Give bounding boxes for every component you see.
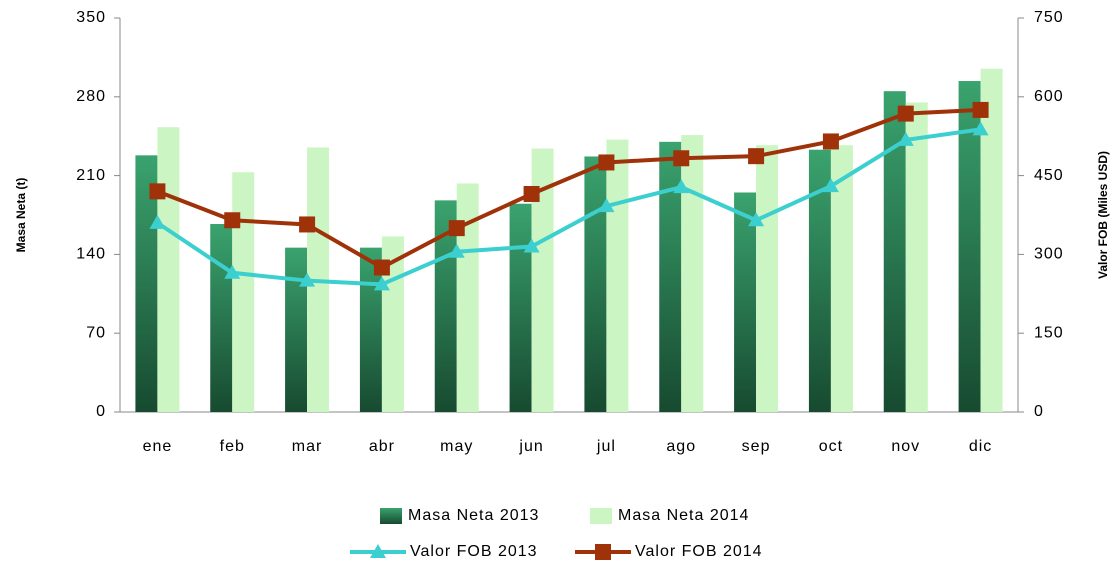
marker	[822, 178, 839, 193]
x-tick-label: oct	[819, 438, 843, 455]
marker	[448, 220, 465, 237]
marker	[373, 259, 390, 276]
marker	[523, 238, 540, 253]
marker	[598, 154, 615, 171]
marker	[373, 276, 390, 291]
bar	[606, 139, 629, 412]
bar	[756, 145, 779, 412]
bar	[456, 183, 479, 412]
line	[156, 107, 981, 270]
marker	[523, 185, 540, 202]
legend-swatch	[380, 508, 402, 524]
marker	[299, 272, 316, 287]
y-tick-label: 280	[76, 88, 106, 105]
marker	[897, 105, 914, 122]
bar	[285, 247, 308, 412]
legend-label: Masa Neta 2014	[618, 507, 749, 524]
marker	[673, 150, 690, 167]
bar	[905, 102, 928, 412]
bar	[808, 149, 831, 413]
y-axis-title: Masa Neta (t)	[14, 178, 28, 253]
y2-tick-label: 150	[1034, 324, 1064, 341]
y-tick-label: 70	[86, 324, 106, 341]
y-tick-label: 210	[76, 167, 106, 184]
y2-tick-label: 750	[1034, 9, 1064, 26]
bar	[681, 135, 704, 412]
x-tick-label: feb	[220, 438, 245, 455]
x-tick-label: sep	[742, 438, 771, 455]
bar	[210, 224, 233, 412]
bar	[659, 141, 682, 413]
bar	[135, 155, 158, 412]
marker	[972, 121, 989, 136]
legend-label: Valor FOB 2014	[635, 543, 763, 560]
y2-tick-label: 600	[1034, 88, 1064, 105]
marker	[598, 198, 615, 213]
x-tick-label: jul	[596, 438, 616, 455]
bar	[509, 203, 532, 412]
bar	[157, 127, 180, 413]
x-tick-label: abr	[369, 438, 395, 455]
marker	[748, 148, 765, 165]
marker	[224, 264, 241, 279]
x-tick-label: nov	[891, 438, 920, 455]
x-tick-label: may	[440, 438, 473, 455]
bar	[531, 148, 554, 412]
line	[156, 127, 981, 287]
bar	[958, 81, 981, 412]
marker	[370, 544, 386, 558]
marker	[673, 179, 690, 194]
y2-axis-title: Valor FOB (Miles USD)	[1096, 151, 1110, 279]
legend-label: Masa Neta 2013	[408, 507, 539, 524]
x-tick-label: ago	[666, 438, 696, 455]
y2-tick-label: 0	[1034, 403, 1044, 420]
y2-tick-label: 300	[1034, 246, 1064, 263]
x-tick-label: ene	[143, 438, 173, 455]
legend-swatch	[590, 508, 612, 524]
bar	[734, 192, 757, 412]
bar	[980, 68, 1003, 413]
bar	[830, 145, 853, 412]
y-tick-label: 350	[76, 9, 106, 26]
y-tick-label: 0	[96, 403, 106, 420]
marker	[448, 243, 465, 258]
marker	[822, 133, 839, 150]
marker	[897, 131, 914, 146]
marker	[149, 183, 166, 200]
bar	[584, 156, 607, 412]
x-tick-label: jun	[518, 438, 543, 455]
marker	[224, 212, 241, 229]
marker	[595, 544, 611, 560]
y2-tick-label: 450	[1034, 167, 1064, 184]
x-tick-label: mar	[292, 438, 323, 455]
y-tick-label: 140	[76, 246, 106, 263]
marker	[149, 214, 166, 229]
marker	[972, 101, 989, 118]
bar	[232, 172, 255, 412]
x-tick-label: dic	[969, 438, 992, 455]
marker	[299, 216, 316, 233]
legend-label: Valor FOB 2013	[410, 543, 538, 560]
bar	[883, 91, 906, 413]
marker	[748, 212, 765, 227]
